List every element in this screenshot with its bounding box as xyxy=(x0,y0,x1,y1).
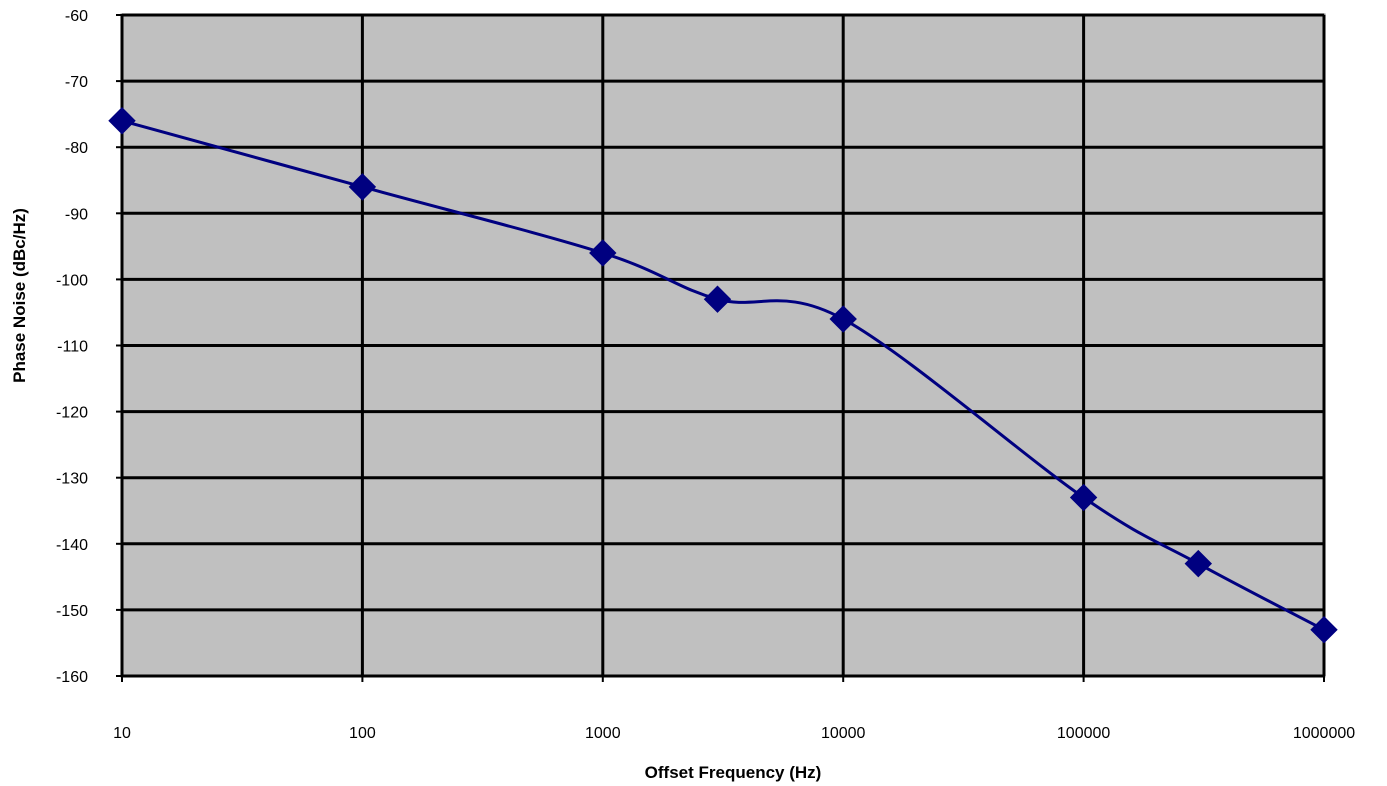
data-point-marker xyxy=(108,107,136,135)
y-tick-label: -150 xyxy=(56,603,88,620)
y-tick-label: -160 xyxy=(56,669,88,686)
y-tick-label: -120 xyxy=(56,405,88,422)
y-tick-labels: -60 -70 -80 -90 -100 -110 -120 -130 -140 -150 -160 xyxy=(56,8,88,686)
y-tick-label: -130 xyxy=(56,471,88,488)
y-tick-label: -110 xyxy=(57,339,88,356)
x-tick-label: 10000 xyxy=(821,725,866,742)
data-point-marker xyxy=(1310,616,1338,644)
x-tick-label: 100000 xyxy=(1057,725,1110,742)
data-point-marker xyxy=(348,173,377,201)
y-tick-label: -90 xyxy=(65,206,88,223)
y-tick-label: -100 xyxy=(56,272,88,289)
data-point-marker xyxy=(1184,549,1213,578)
x-tick-label: 1000 xyxy=(585,725,621,742)
x-tick-label: 100 xyxy=(349,725,376,742)
grid-lines xyxy=(120,13,1326,678)
x-tick-labels: 10 100 1000 10000 100000 1000000 xyxy=(113,725,1355,742)
y-tick-label: -60 xyxy=(65,8,88,25)
data-point-marker xyxy=(829,305,857,333)
x-tick-label: 10 xyxy=(113,725,131,742)
y-tick-label: -70 xyxy=(65,74,88,91)
data-point-marker xyxy=(703,285,732,313)
y-tick-label: -80 xyxy=(65,140,88,157)
data-series xyxy=(108,107,1338,644)
y-axis-title: Phase Noise (dBc/Hz) xyxy=(10,208,29,383)
x-tick-label: 1000000 xyxy=(1293,725,1355,742)
data-point-marker xyxy=(589,239,617,267)
axis-ticks xyxy=(116,14,1325,682)
data-point-marker xyxy=(1069,483,1098,512)
x-axis-title: Offset Frequency (Hz) xyxy=(645,763,822,782)
y-tick-label: -140 xyxy=(56,537,88,554)
